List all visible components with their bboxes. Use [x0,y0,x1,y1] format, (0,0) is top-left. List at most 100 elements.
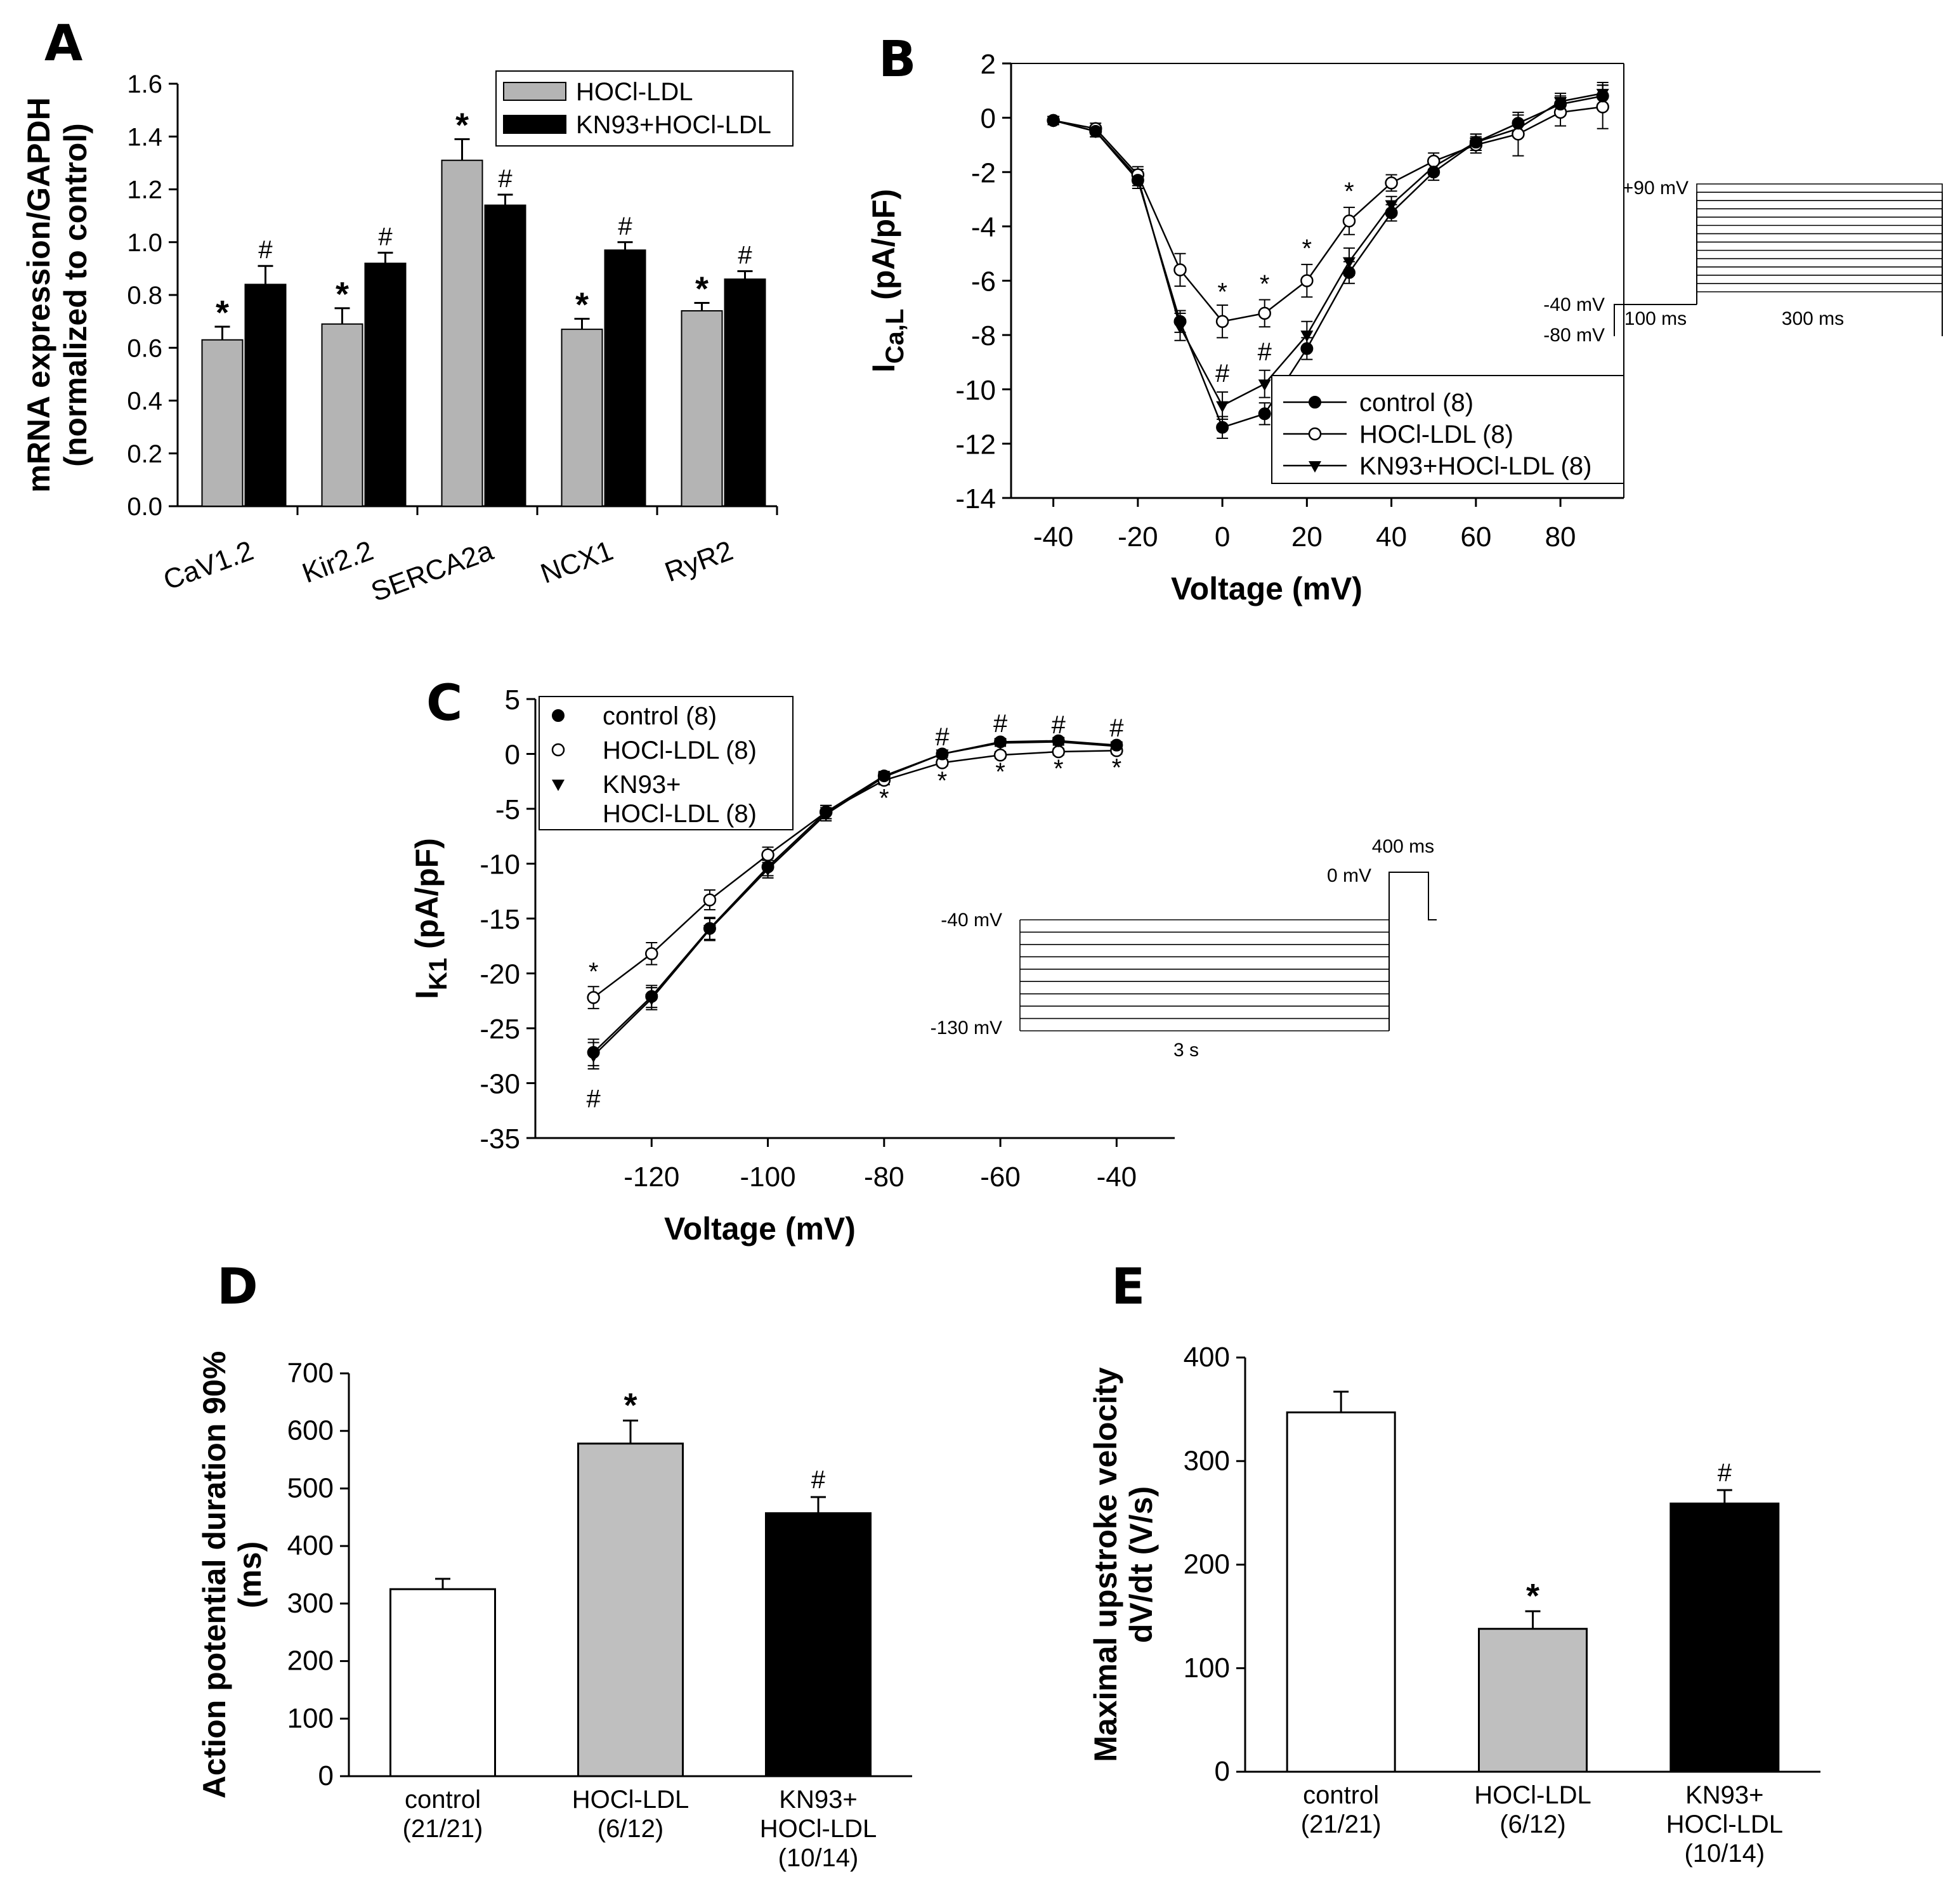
c-inset-label: 0 mV [1327,865,1371,886]
p2-x-tick-label: -80 [864,1161,905,1193]
e-category-label: control [1303,1781,1379,1809]
a-sig-mark: # [498,165,513,193]
c-inset-test-pulse [1388,872,1437,1031]
p1-series-line [1053,106,1603,323]
p2-sig-mark: # [1109,714,1124,742]
a-legend-label: KN93+HOCl-LDL [576,111,771,139]
a-category-label: SERCA2a [367,535,498,608]
p1-y-tick-label: -2 [971,157,996,188]
a-bar-hocl [201,339,244,507]
p1-x-tick-label: 60 [1460,521,1491,553]
e-category-label: HOCl-LDL [1666,1810,1783,1838]
a-category-label: Kir2.2 [298,535,377,589]
d-bar [765,1512,872,1777]
p2-x-tick-label: -100 [740,1161,796,1193]
a-legend-label: HOCl-LDL [576,78,693,106]
p1-data-point [1512,128,1525,141]
e-y-tick-label: 300 [1184,1445,1230,1476]
a-sig-mark: # [738,242,752,270]
d-category-label: (6/12) [598,1815,664,1843]
p1-series-line [1053,92,1603,407]
p1-data-point [1215,315,1229,328]
p1-sig-mark: # [1215,360,1230,388]
p2-y-tick-label: -30 [480,1069,520,1100]
b-legend-marker [1308,427,1322,441]
p2-y-tick-label: 0 [505,740,520,771]
p1-sig-mark: * [1302,235,1312,263]
a-category-label: CaV1.2 [159,535,258,596]
d-sig-mark: # [811,1466,826,1494]
c-legend-label: control (8) [603,702,717,730]
p2-sig-mark: * [1112,754,1122,782]
panel-label-c: C [426,675,462,732]
p2-data-point [761,848,774,861]
p1-data-point [1342,214,1356,228]
c-inset-label: -130 mV [931,1017,1002,1038]
e-sig-mark: * [1526,1577,1539,1615]
panel-label-a: A [44,15,82,72]
e-bar [1669,1502,1780,1773]
d-y-tick-label: 700 [287,1358,334,1389]
p1-data-point [1300,330,1314,343]
e-y-tick-label: 200 [1184,1549,1230,1580]
d-bar [389,1588,496,1777]
p2-x-tick-label: -120 [624,1161,679,1193]
a-bar-kn93 [484,204,526,507]
p1-data-point [1300,342,1314,355]
p1-x-tick-label: 40 [1376,521,1407,553]
a-category-label: NCX1 [537,535,617,589]
b-legend-label: KN93+HOCl-LDL (8) [1359,452,1591,480]
d-y-tick-label: 500 [287,1472,334,1503]
a-y-tick-label: 1.2 [127,176,162,204]
e-category-label: KN93+ [1685,1781,1763,1809]
p2-y-label-main: I [409,990,445,999]
p1-data-point [1469,136,1482,149]
e-y-axis-label: Maximal upstroke velocity [1088,1367,1123,1762]
p1-data-point [1173,315,1187,328]
p2-x-axis-label: Voltage (mV) [664,1211,856,1246]
p1-data-point [1216,401,1229,413]
b-inset-holding [1614,304,1697,336]
p1-data-point [1089,125,1102,138]
panel-a-mrna-chart: 0.0 0.2 0.4 0.6 0.8 1.0 1.2 1.4 1.6 * # CaV1.2 * # Kir… [21,70,794,608]
d-y-tick-label: 100 [287,1703,334,1734]
c-legend-label: HOCl-LDL (8) [603,736,757,764]
e-y-tick-label: 0 [1215,1756,1230,1787]
a-sig-mark: * [695,270,709,308]
a-legend-swatch [503,115,566,134]
p1-y-label-sub: Ca,L [881,309,909,364]
a-y-tick-label: 0.4 [127,388,162,415]
p1-data-point [1427,154,1441,168]
p2-data-point [587,991,600,1004]
p1-data-point [1385,176,1398,190]
p1-y-tick-label: 2 [981,49,996,80]
a-category-label: RyR2 [661,535,737,588]
p2-x-tick-label: -60 [980,1161,1021,1193]
p2-sig-mark: # [935,723,950,751]
d-category-label: KN93+ [779,1786,857,1814]
a-bar-hocl [561,329,603,507]
p1-y-label-main: I [866,363,901,372]
e-category-label: (21/21) [1301,1810,1382,1838]
panel-c-ik1-chart: 5 0 -5 -10 -15 -20 -25 -30 -35 -120 -100 -80 -60 -40 V… [409,684,1437,1246]
p1-y-tick-label: -12 [955,429,996,460]
p2-sig-mark: # [1052,711,1066,739]
a-sig-mark: # [378,223,393,251]
p1-y-tick-label: -4 [971,212,996,243]
c-legend-label: KN93+ [603,771,681,799]
p2-sig-mark: # [587,1085,601,1113]
p1-data-point [1131,174,1144,187]
b-inset-label: 300 ms [1782,308,1844,329]
panel-d-apd-chart: 0 100 200 300 400 500 600 700 control(21/21) * HOC… [197,1351,912,1872]
c-legend-marker [552,780,565,791]
d-y-tick-label: 0 [318,1760,334,1791]
a-bar-hocl [441,159,483,507]
a-bar-kn93 [244,284,287,507]
a-bar-hocl [681,310,723,507]
p1-x-tick-label: 0 [1215,521,1230,553]
d-bar [577,1443,684,1777]
p2-x-tick-label: -40 [1097,1161,1137,1193]
p2-data-point [703,922,716,935]
p2-y-tick-label: -25 [480,1014,520,1045]
p1-data-point [1596,89,1609,103]
